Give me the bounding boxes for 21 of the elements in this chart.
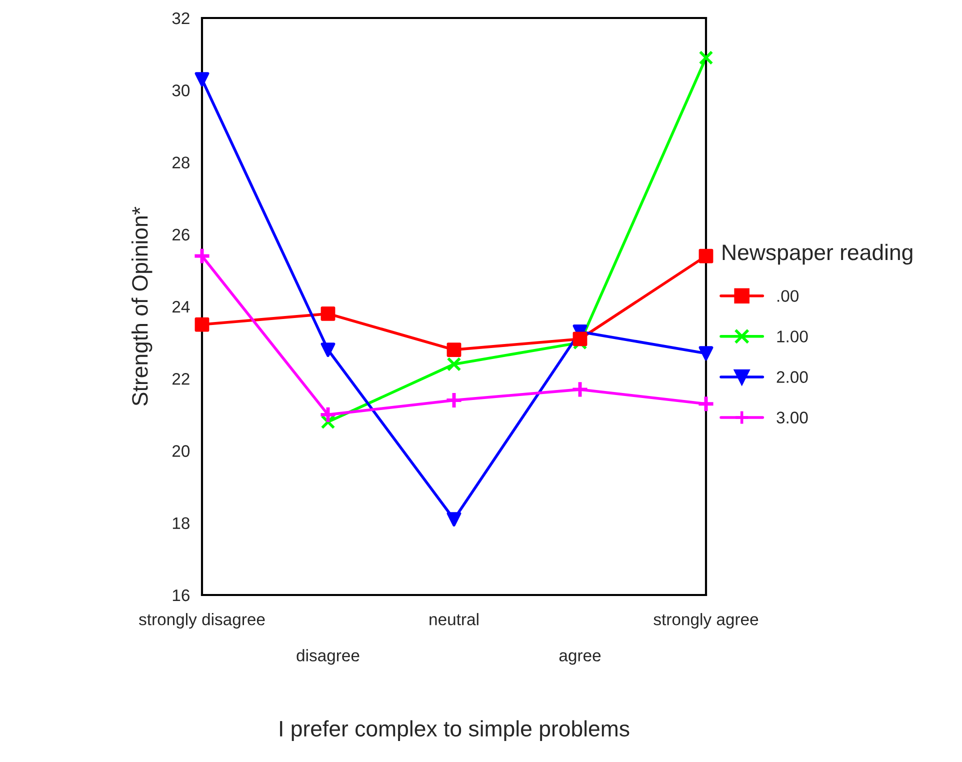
- legend-label: 1.00: [777, 330, 808, 342]
- y-tick-label: 24: [172, 300, 190, 313]
- y-tick-label: 30: [172, 84, 190, 96]
- y-tick-label: 28: [172, 156, 190, 168]
- x-tick-label: disagree: [296, 649, 360, 665]
- legend-label: .00: [778, 290, 799, 302]
- x-tick-label: strongly disagree: [139, 613, 265, 629]
- y-tick-label: 16: [172, 589, 190, 602]
- y-tick-label: 32: [172, 12, 190, 24]
- x-axis-title: I prefer complex to simple problems: [280, 720, 630, 741]
- y-tick-label: 26: [172, 228, 190, 241]
- y-tick-label: 20: [172, 445, 190, 457]
- legend-title: Newspaper reading: [722, 244, 912, 265]
- legend-label: 2.00: [776, 371, 808, 383]
- legend-label: 3.00: [776, 412, 808, 424]
- x-tick-label: neutral: [430, 613, 478, 626]
- y-axis-title: Strength of Opinion*: [132, 206, 152, 406]
- x-tick-label: strongly agree: [654, 613, 758, 629]
- y-tick-label: 22: [172, 373, 190, 385]
- x-tick-label: agree: [559, 652, 601, 665]
- y-tick-label: 18: [172, 517, 190, 530]
